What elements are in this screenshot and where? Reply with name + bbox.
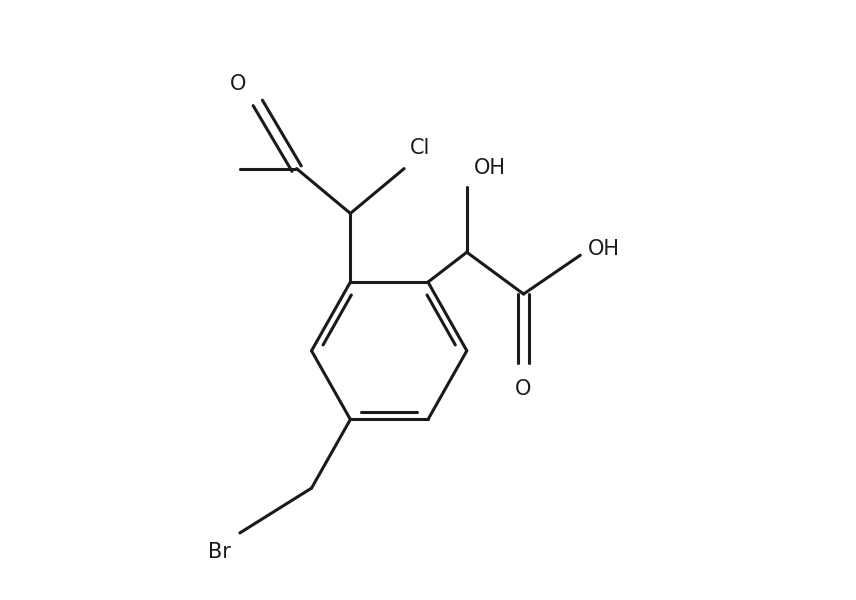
Text: OH: OH — [588, 239, 620, 259]
Text: O: O — [230, 74, 247, 94]
Text: Cl: Cl — [410, 138, 431, 158]
Text: Br: Br — [208, 542, 231, 562]
Text: OH: OH — [474, 158, 506, 178]
Text: O: O — [515, 379, 532, 399]
